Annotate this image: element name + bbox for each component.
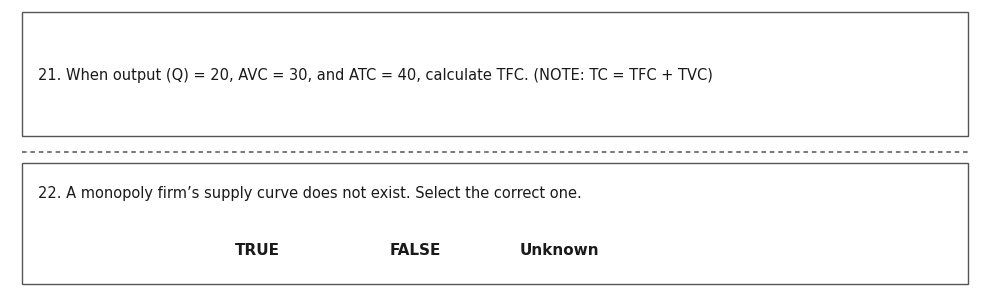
Bar [22, 12, 968, 136]
Text: Unknown: Unknown [520, 243, 599, 258]
Text: TRUE: TRUE [235, 243, 280, 258]
Bar [22, 163, 968, 284]
Text: 22. A monopoly firm’s supply curve does not exist. Select the correct one.: 22. A monopoly firm’s supply curve does … [38, 186, 581, 201]
Text: 21. When output (Q) = 20, AVC = 30, and ATC = 40, calculate TFC. (NOTE: TC = TFC: 21. When output (Q) = 20, AVC = 30, and … [38, 68, 713, 83]
Text: FALSE: FALSE [390, 243, 442, 258]
